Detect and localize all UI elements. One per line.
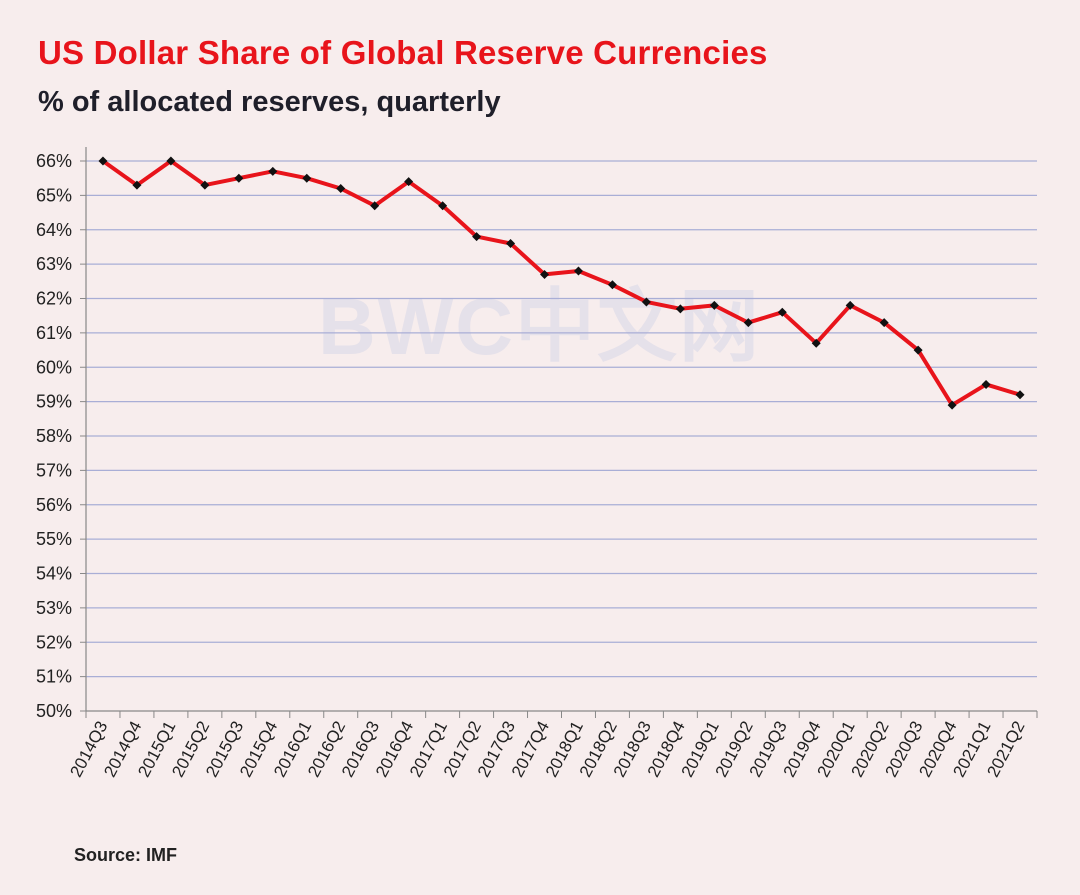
data-point bbox=[166, 156, 176, 166]
data-point bbox=[268, 166, 278, 176]
data-point bbox=[947, 400, 957, 410]
y-tick-label: 55% bbox=[36, 529, 72, 549]
source-note: Source: IMF bbox=[74, 845, 178, 865]
data-point bbox=[811, 338, 821, 348]
data-point bbox=[336, 184, 346, 193]
y-tick-label: 53% bbox=[36, 598, 72, 618]
data-point bbox=[607, 280, 617, 290]
data-point bbox=[404, 177, 414, 187]
y-tick-labels: 50% 51% 52% 53% 54% 55% 56% 57% 58% 59% 60% 61% 62% 6… bbox=[36, 151, 72, 721]
gridlines bbox=[86, 160, 1037, 678]
y-tick-label: 59% bbox=[36, 392, 72, 412]
data-point bbox=[777, 307, 787, 317]
data-point bbox=[913, 345, 923, 355]
x-tick-labels: 2014Q32014Q42015Q12015Q22015Q32015Q42016… bbox=[66, 718, 1028, 780]
data-point bbox=[98, 156, 108, 166]
y-tick-label: 62% bbox=[36, 289, 72, 309]
data-point bbox=[641, 297, 651, 307]
y-tick-label: 63% bbox=[36, 254, 72, 274]
data-point bbox=[879, 318, 889, 328]
y-tick-label: 61% bbox=[36, 323, 72, 343]
y-tick-label: 52% bbox=[36, 632, 72, 652]
y-tick-label: 51% bbox=[36, 667, 72, 687]
data-point bbox=[438, 201, 448, 211]
y-tick-label: 64% bbox=[36, 220, 72, 240]
data-point bbox=[981, 379, 991, 389]
data-point bbox=[472, 232, 482, 242]
y-tick-label: 54% bbox=[36, 564, 72, 584]
data-point bbox=[234, 173, 244, 183]
data-point bbox=[1015, 390, 1025, 400]
series-line bbox=[101, 159, 1022, 408]
data-point bbox=[302, 173, 312, 183]
data-point bbox=[709, 300, 719, 310]
data-point bbox=[573, 266, 583, 276]
y-tick-label: 65% bbox=[36, 185, 72, 205]
data-point bbox=[132, 180, 142, 190]
data-point bbox=[675, 304, 685, 314]
data-point bbox=[540, 269, 550, 279]
chart-subtitle: % of allocated reserves, quarterly bbox=[38, 86, 501, 118]
y-tick-label: 56% bbox=[36, 495, 72, 515]
y-tick-label: 57% bbox=[36, 460, 72, 480]
data-point bbox=[370, 201, 380, 211]
data-point bbox=[200, 180, 210, 190]
chart-title: US Dollar Share of Global Reserve Curren… bbox=[38, 34, 768, 71]
series-layer bbox=[98, 156, 1025, 410]
axes bbox=[80, 147, 1038, 718]
y-tick-label: 58% bbox=[36, 426, 72, 446]
data-point bbox=[506, 239, 516, 248]
data-point bbox=[845, 300, 855, 310]
data-point bbox=[743, 318, 753, 328]
y-tick-label: 50% bbox=[36, 701, 72, 721]
y-tick-label: 60% bbox=[36, 357, 72, 377]
y-tick-label: 66% bbox=[36, 151, 72, 171]
